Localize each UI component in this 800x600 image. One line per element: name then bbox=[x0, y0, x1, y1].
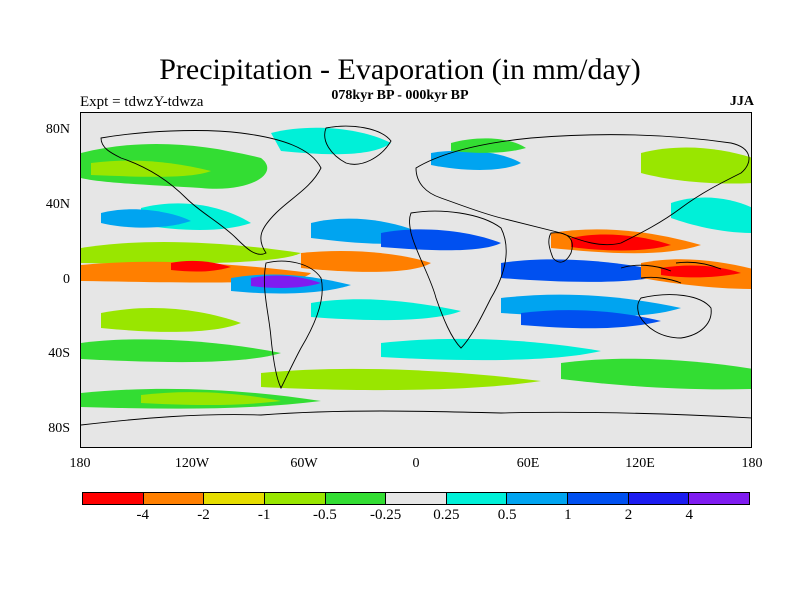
colorbar-label: -2 bbox=[197, 507, 210, 523]
colorbar bbox=[82, 492, 750, 505]
anomaly-patch bbox=[521, 310, 661, 329]
anomaly-patch bbox=[101, 209, 191, 228]
anomaly-patch bbox=[141, 392, 281, 405]
colorbar-swatch bbox=[507, 493, 569, 504]
anomaly-patch bbox=[381, 338, 601, 361]
anomaly-patch bbox=[671, 197, 751, 233]
colorbar-swatch bbox=[83, 493, 144, 504]
anomaly-patch bbox=[501, 259, 671, 282]
coastline-indonesia bbox=[620, 261, 722, 284]
coastline-north-america bbox=[100, 130, 322, 255]
anomaly-patch bbox=[271, 127, 391, 155]
colorbar-label: 1 bbox=[564, 507, 572, 523]
anomaly-fields bbox=[81, 127, 751, 409]
anomaly-patch bbox=[261, 368, 541, 391]
chart-title: Precipitation - Evaporation (in mm/day) bbox=[159, 53, 641, 86]
colorbar-swatch bbox=[143, 493, 205, 504]
colorbar-label: -4 bbox=[136, 507, 149, 523]
anomaly-patch bbox=[171, 260, 231, 272]
colorbar-label: -1 bbox=[257, 507, 271, 523]
colorbar-swatch bbox=[204, 493, 265, 504]
coastline-south-america bbox=[263, 260, 323, 390]
anomaly-patch bbox=[81, 241, 301, 264]
colorbar-swatch bbox=[446, 493, 508, 504]
colorbar-swatch bbox=[628, 493, 690, 504]
x-tick-label: 180 bbox=[741, 456, 763, 471]
colorbar-swatch bbox=[264, 493, 326, 504]
colorbar-swatch bbox=[689, 493, 750, 504]
y-tick-label: 80N bbox=[45, 122, 70, 137]
colorbar-swatch bbox=[568, 493, 629, 504]
colorbar-label: 0.25 bbox=[433, 507, 460, 523]
coastline-africa bbox=[409, 210, 507, 349]
anomaly-patch bbox=[311, 299, 461, 321]
anomaly-patch bbox=[381, 229, 501, 251]
coastline-eurasia bbox=[415, 134, 750, 246]
x-tick-label: 120E bbox=[625, 456, 655, 471]
colorbar-swatch bbox=[325, 493, 387, 504]
coastline-greenland bbox=[324, 125, 392, 165]
coastline-india bbox=[548, 232, 573, 263]
x-tick-label: 120W bbox=[174, 456, 210, 471]
anomaly-patch bbox=[81, 339, 281, 363]
y-tick-label: 80S bbox=[48, 421, 70, 436]
anomaly-patch bbox=[571, 234, 671, 251]
season-label: JJA bbox=[729, 94, 754, 109]
colorbar-label: -0.5 bbox=[313, 507, 337, 523]
y-tick-label: 0 bbox=[63, 272, 70, 287]
anomaly-patch bbox=[561, 358, 751, 390]
x-tick-label: 60W bbox=[290, 456, 318, 471]
colorbar-label: 2 bbox=[624, 507, 633, 523]
coastline-australia bbox=[637, 294, 712, 339]
anomaly-patch bbox=[101, 308, 241, 332]
y-tick-label: 40S bbox=[48, 346, 70, 361]
coastlines bbox=[81, 125, 751, 426]
anomaly-patch bbox=[451, 138, 526, 153]
anomaly-patch bbox=[641, 147, 751, 184]
anomaly-patch bbox=[91, 160, 211, 177]
x-tick-label: 180 bbox=[69, 456, 91, 471]
x-tick-label: 0 bbox=[412, 456, 420, 471]
chart-subtitle: 078kyr BP - 000kyr BP bbox=[331, 88, 469, 103]
colorbar-label: -0.25 bbox=[370, 507, 402, 523]
anomaly-patch bbox=[251, 275, 321, 288]
anomaly-patch bbox=[661, 265, 741, 278]
world-map bbox=[80, 112, 752, 448]
colorbar-label: 4 bbox=[685, 507, 694, 523]
map-svg bbox=[81, 125, 751, 426]
anomaly-patch bbox=[301, 251, 431, 272]
y-tick-label: 40N bbox=[45, 197, 70, 212]
coastline-antarctica bbox=[81, 410, 751, 426]
colorbar-swatch bbox=[386, 493, 447, 504]
experiment-label: Expt = tdwzY-tdwza bbox=[80, 94, 204, 110]
anomaly-patch bbox=[431, 150, 521, 170]
x-tick-label: 60E bbox=[516, 456, 540, 471]
colorbar-label: 0.5 bbox=[497, 507, 517, 523]
